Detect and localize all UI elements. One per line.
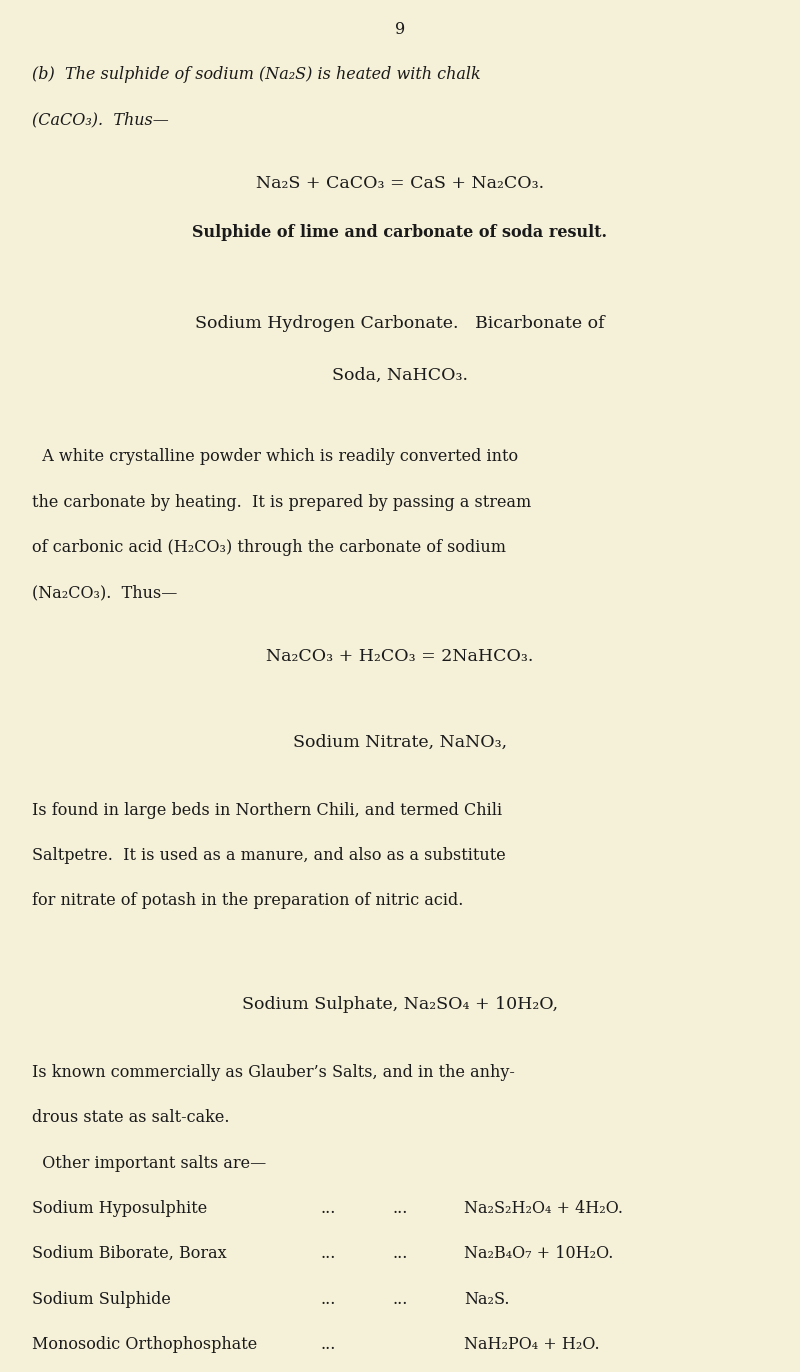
Text: Sodium Sulphate, Na₂SO₄ + 10H₂O,: Sodium Sulphate, Na₂SO₄ + 10H₂O, (242, 996, 558, 1014)
Text: for nitrate of potash in the preparation of nitric acid.: for nitrate of potash in the preparation… (32, 892, 463, 910)
Text: Sodium Sulphide: Sodium Sulphide (32, 1291, 171, 1308)
Text: (Na₂CO₃).  Thus—: (Na₂CO₃). Thus— (32, 584, 178, 601)
Text: Is found in large beds in Northern Chili, and termed Chili: Is found in large beds in Northern Chili… (32, 801, 502, 819)
Text: A white crystalline powder which is readily converted into: A white crystalline powder which is read… (32, 449, 518, 465)
Text: Na₂CO₃ + H₂CO₃ = 2NaHCO₃.: Na₂CO₃ + H₂CO₃ = 2NaHCO₃. (266, 648, 534, 664)
Text: (CaCO₃).  Thus—: (CaCO₃). Thus— (32, 111, 169, 128)
Text: Soda, NaHCO₃.: Soda, NaHCO₃. (332, 366, 468, 384)
Text: ...: ... (320, 1200, 335, 1217)
Text: Na₂S₂H₂O₄ + 4H₂O.: Na₂S₂H₂O₄ + 4H₂O. (464, 1200, 623, 1217)
Text: Sodium Biborate, Borax: Sodium Biborate, Borax (32, 1246, 226, 1262)
Text: 9: 9 (395, 21, 405, 37)
Text: Sodium Hydrogen Carbonate.   Bicarbonate of: Sodium Hydrogen Carbonate. Bicarbonate o… (195, 316, 605, 332)
Text: Sodium Nitrate, NaNO₃,: Sodium Nitrate, NaNO₃, (293, 734, 507, 750)
Text: Other important salts are—: Other important salts are— (32, 1155, 266, 1172)
Text: Sulphide of lime and carbonate of soda result.: Sulphide of lime and carbonate of soda r… (193, 225, 607, 241)
Text: Saltpetre.  It is used as a manure, and also as a substitute: Saltpetre. It is used as a manure, and a… (32, 847, 506, 864)
Text: Na₂S.: Na₂S. (464, 1291, 510, 1308)
Text: Sodium Hyposulphite: Sodium Hyposulphite (32, 1200, 207, 1217)
Text: Na₂B₄O₇ + 10H₂O.: Na₂B₄O₇ + 10H₂O. (464, 1246, 614, 1262)
Text: ...: ... (320, 1291, 335, 1308)
Text: (b)  The sulphide of sodium (Na₂S) is heated with chalk: (b) The sulphide of sodium (Na₂S) is hea… (32, 66, 481, 82)
Text: Monosodic Orthophosphate: Monosodic Orthophosphate (32, 1336, 258, 1353)
Text: the carbonate by heating.  It is prepared by passing a stream: the carbonate by heating. It is prepared… (32, 494, 531, 510)
Text: ...: ... (320, 1246, 335, 1262)
Text: NaH₂PO₄ + H₂O.: NaH₂PO₄ + H₂O. (464, 1336, 600, 1353)
Text: of carbonic acid (H₂CO₃) through the carbonate of sodium: of carbonic acid (H₂CO₃) through the car… (32, 539, 506, 556)
Text: Na₂S + CaCO₃ = CaS + Na₂CO₃.: Na₂S + CaCO₃ = CaS + Na₂CO₃. (256, 174, 544, 192)
Text: Is known commercially as Glauber’s Salts, and in the anhy-: Is known commercially as Glauber’s Salts… (32, 1065, 515, 1081)
Text: drous state as salt-cake.: drous state as salt-cake. (32, 1110, 230, 1126)
Text: ...: ... (320, 1336, 335, 1353)
Text: ...: ... (392, 1200, 407, 1217)
Text: ...: ... (392, 1246, 407, 1262)
Text: ...: ... (392, 1291, 407, 1308)
